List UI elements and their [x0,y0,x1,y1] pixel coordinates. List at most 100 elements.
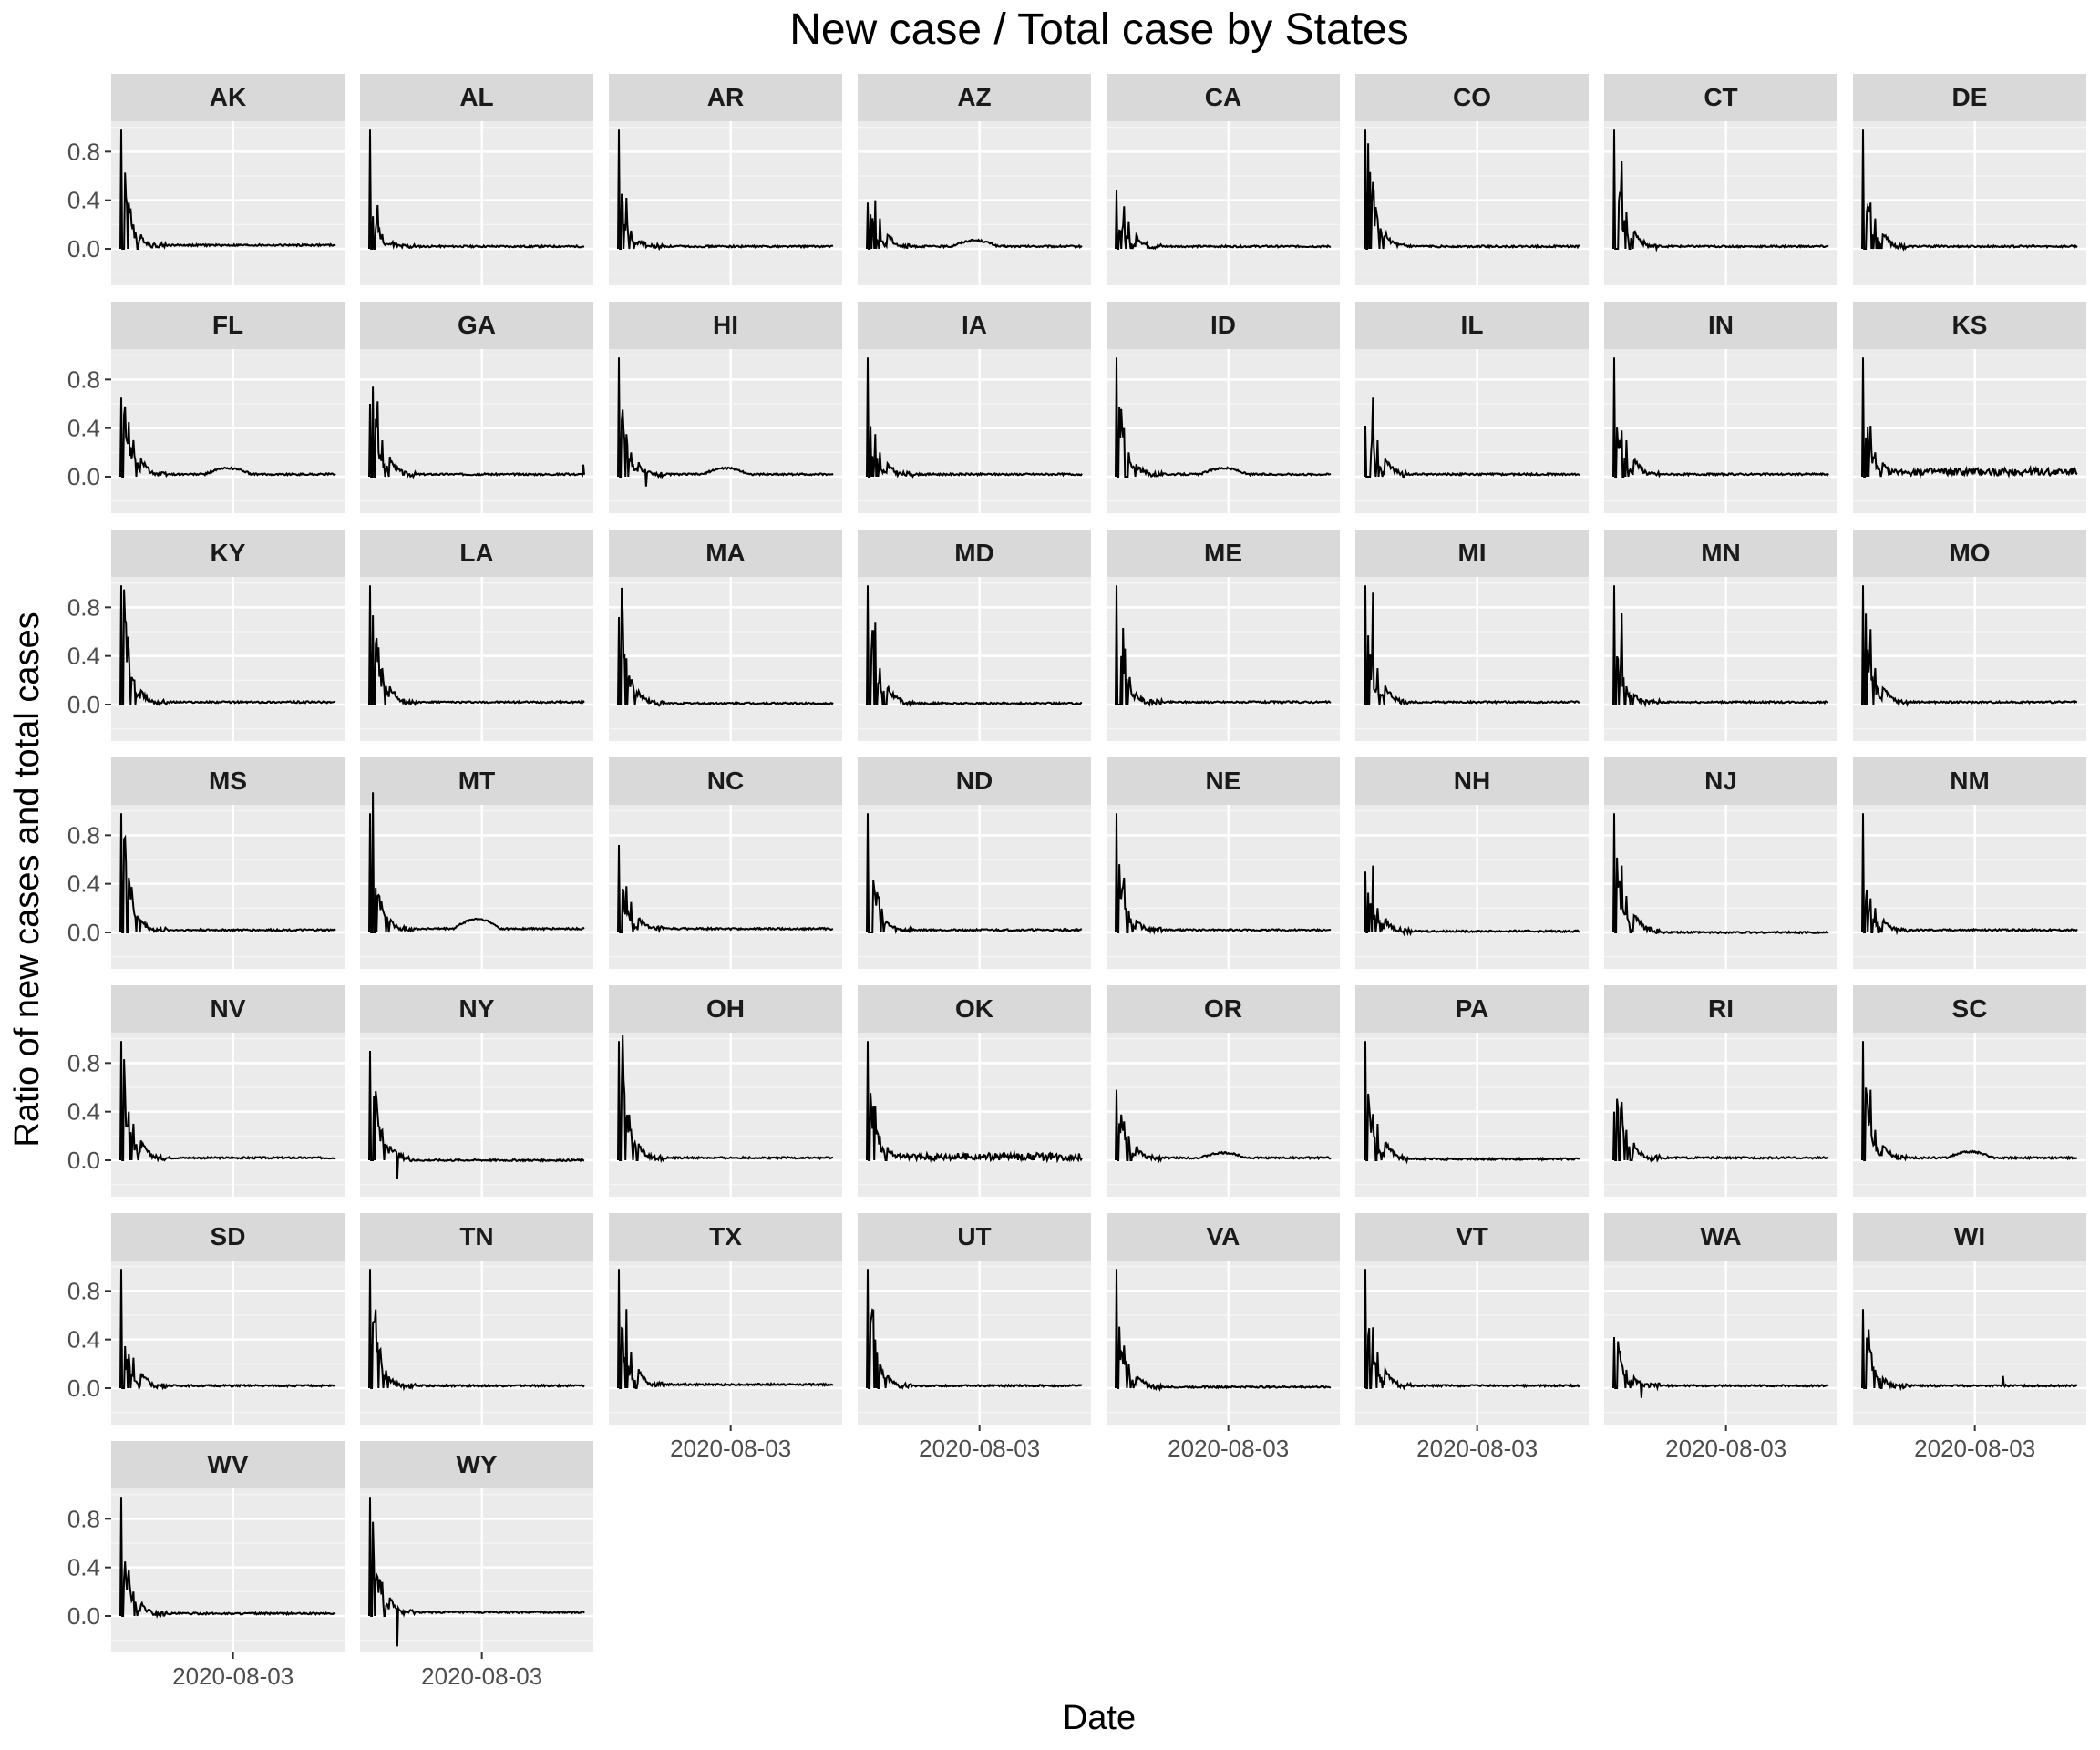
facet-label: ID [1210,311,1236,339]
facet-strip [609,985,842,1033]
facet-panel-me: ME [1107,530,1340,741]
series-line-md [866,585,1083,708]
facet-label: PA [1456,994,1489,1023]
facet-panel-ne: NE [1107,757,1340,969]
series-line-fl [119,397,336,479]
panel-background [360,577,593,741]
facet-strip [1604,74,1838,121]
chart-title: New case / Total case by States [789,5,1408,54]
series-line-ut [866,1269,1083,1390]
series-line-ks [1861,357,2078,479]
facet-label: MO [1949,539,1990,567]
facet-label: CA [1205,83,1241,111]
facet-label: OR [1204,994,1242,1023]
facet-label: NJ [1704,767,1737,795]
facet-label: FL [212,311,243,339]
panel-background [1604,1033,1838,1197]
facet-label: LA [459,539,493,567]
panel-background [1853,349,2086,513]
facet-strip [1604,985,1838,1033]
panel-background [1107,805,1340,969]
x-tick-label: 2020-08-03 [1168,1435,1289,1462]
panel-background [1853,805,2086,969]
facet-label: VT [1456,1222,1488,1251]
panel-background [1604,349,1838,513]
series-line-ak [119,129,336,250]
facet-label: SD [211,1222,246,1251]
facet-strip [858,302,1091,349]
panel-background [1355,1033,1589,1197]
facet-strip [111,757,345,805]
facet-panel-al: AL [360,74,593,285]
y-tick-label: 0.8 [67,365,100,393]
y-tick-label: 0.0 [67,1374,100,1402]
facet-panel-sc: SC [1853,985,2086,1197]
facet-label: WV [207,1450,248,1478]
panel-background [1853,121,2086,285]
facet-label: HI [713,311,738,339]
facet-panels: AK 0.0 0.4 0.8 AL AR AZ CA CO CT DE FL 0.0 0.4 0.8 GA HI… [67,74,2086,1690]
facet-label: NC [707,767,744,795]
x-tick-label: 2020-08-03 [670,1435,791,1462]
facet-strip [1107,757,1340,805]
series-line-mo [1861,585,2078,708]
series-line-nm [1861,813,2078,936]
series-line-sc [1861,1041,2078,1162]
facet-panel-ok: OK [858,985,1091,1197]
series-line-id [1115,357,1332,479]
facet-label: AR [707,83,744,111]
facet-strip [1604,302,1838,349]
facet-label: NM [1950,767,1990,795]
facet-panel-fl: FL 0.0 0.4 0.8 [67,302,345,513]
facet-label: VA [1207,1222,1240,1251]
y-tick-label: 0.4 [67,870,100,898]
facet-strip [111,1213,345,1261]
y-tick-label: 0.8 [67,593,100,621]
series-line-pa [1364,1041,1580,1165]
facet-panel-ca: CA [1107,74,1340,285]
facet-panel-nd: ND [858,757,1091,969]
x-tick-label: 2020-08-03 [919,1435,1040,1462]
facet-panel-nh: NH [1355,757,1589,969]
panel-background [609,1261,842,1425]
facet-strip [1107,985,1340,1033]
series-line-mt [368,792,585,933]
facet-label: GA [458,311,496,339]
facet-panel-ut: UT 2020-08-03 [858,1213,1091,1462]
facet-label: TN [459,1222,493,1251]
x-tick-label: 2020-08-03 [1416,1435,1538,1462]
y-tick-label: 0.0 [67,463,100,490]
facet-label: RI [1708,994,1734,1023]
series-line-wy [368,1497,585,1647]
y-tick-label: 0.4 [67,187,100,214]
facet-panel-az: AZ [858,74,1091,285]
series-line-ca [1115,190,1332,251]
facet-panel-md: MD [858,530,1091,741]
y-tick-label: 0.4 [67,1098,100,1126]
facet-panel-nc: NC [609,757,842,969]
series-line-al [368,129,585,251]
facet-label: NE [1206,767,1241,795]
facet-strip [1853,985,2086,1033]
facet-panel-de: DE [1853,74,2086,285]
facet-label: MS [209,767,247,795]
series-line-sd [119,1269,336,1392]
panel-background [111,121,345,285]
panel-background [1853,1033,2086,1197]
panel-background [111,349,345,513]
series-line-ne [1115,813,1332,935]
facet-strip [858,74,1091,121]
panel-background [1604,1261,1838,1425]
facet-panel-va: VA 2020-08-03 [1107,1213,1340,1462]
panel-background [609,577,842,741]
facet-panel-il: IL [1355,302,1589,513]
facet-strip [360,74,593,121]
y-tick-label: 0.8 [67,138,100,165]
series-line-nc [617,844,834,934]
facet-panel-sd: SD 0.0 0.4 0.8 [67,1213,345,1425]
facet-panel-ms: MS 0.0 0.4 0.8 [67,757,345,969]
facet-panel-in: IN [1604,302,1838,513]
facet-strip [858,530,1091,577]
facet-label: WY [456,1450,497,1478]
facet-panel-ks: KS [1853,302,2086,513]
